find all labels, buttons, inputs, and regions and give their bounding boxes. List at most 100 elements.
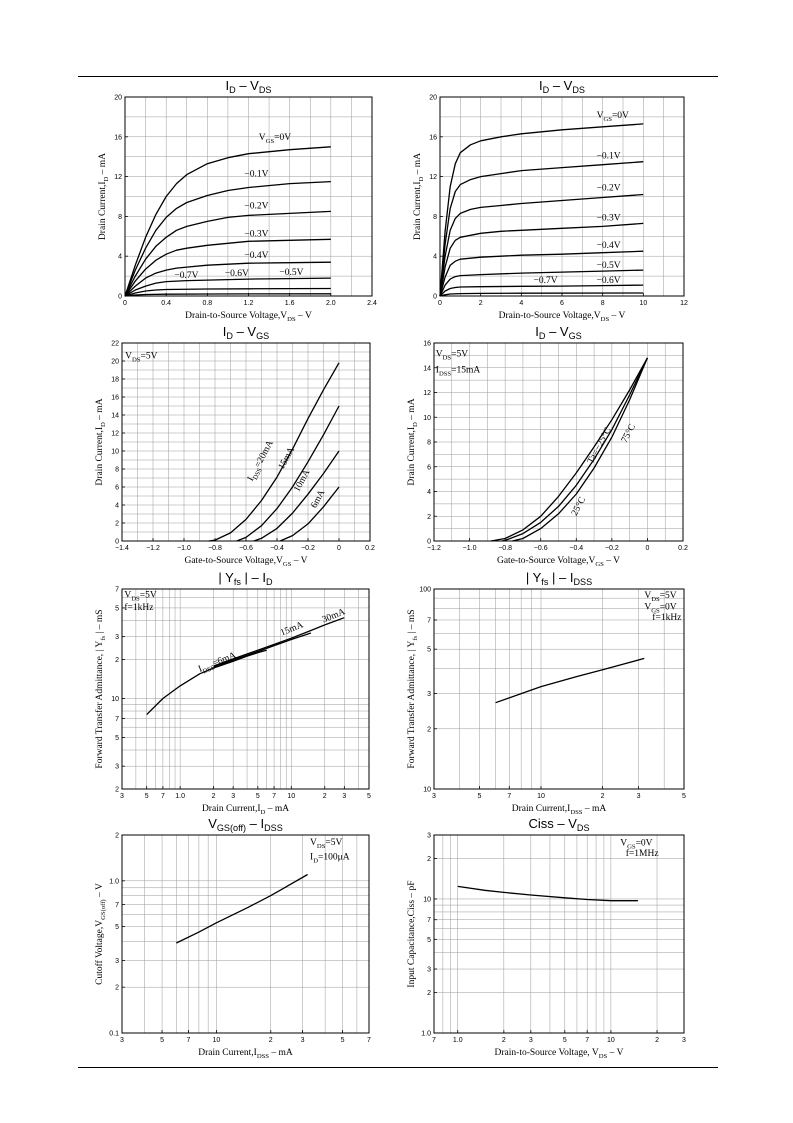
y-tick-label: 5 [115,605,119,612]
annotation-label: f=1kHz [124,602,153,613]
annotation-label: −0.2V [597,184,621,194]
chart-title: ID – VGS [223,324,269,341]
y-tick-label: 5 [427,647,431,654]
x-tick-label: 2.4 [367,300,377,307]
y-tick-label: 14 [111,413,119,420]
x-tick-label: 7 [367,1037,371,1044]
y-tick-label: 5 [115,735,119,742]
x-tick-label: 1.0 [453,1037,463,1044]
annotation-label: 6mA [310,488,328,510]
y-tick-label: 20 [114,95,122,102]
chart-title: VGS(off) – IDSS [208,816,283,833]
series-line-2 [213,632,312,668]
y-tick-label: 20 [429,95,437,102]
x-tick-label: 7 [585,1037,589,1044]
y-axis-label: Drain Current,ID – mA [98,153,110,240]
y-tick-label: 2 [115,833,119,840]
series-line-3 [512,357,648,542]
x-tick-label: 3 [120,1037,124,1044]
x-tick-label: 7 [186,1037,190,1044]
annotation-label: −0.4V [597,241,621,251]
chart-title: ID – VDS [539,78,585,95]
annotation-label: VDS=5V [436,350,468,362]
series-line-3 [253,450,340,542]
y-tick-label: 4 [118,254,122,261]
series-line-1 [208,362,340,542]
y-tick-label: 4 [433,254,437,261]
x-tick-label: 10 [537,793,545,800]
x-tick-label: 8 [601,300,605,307]
annotation-label: −0.7V [534,276,558,286]
series-line-8 [124,293,331,297]
chart-2: 0 2 4 6 8 10 12 0 4 8 12 16 20 ID – VDS Drain-to-Sourc… [413,78,688,323]
y-tick-label: 7 [115,587,119,594]
y-tick-label: 0 [115,539,119,546]
x-tick-label: −1.2 [146,545,160,552]
series-line-6 [439,269,644,297]
x-tick-label: 7 [432,1037,436,1044]
series-line-1 [176,873,308,944]
y-tick-label: 12 [114,174,122,181]
x-tick-label: −0.2 [301,545,315,552]
x-tick-label: 4 [519,300,523,307]
plot-frame [121,588,370,790]
y-tick-label: 0.1 [109,1031,119,1038]
x-tick-label: 5 [145,793,149,800]
annotation-label: VGS=0V [620,839,652,851]
x-tick-label: −0.4 [569,545,583,552]
y-tick-label: 7 [115,902,119,909]
series-line-7 [439,284,644,297]
annotation-label: VDS=5V [644,591,676,603]
bottom-rule [78,1067,718,1068]
y-tick-label: 2 [115,787,119,794]
y-axis-label: Forward Transfer Admittance, | Yfs | – m… [406,609,419,768]
annotation-label: VDS=5V [124,591,156,603]
y-tick-label: 16 [423,341,431,348]
x-tick-label: 3 [301,1037,305,1044]
y-tick-label: 16 [111,395,119,402]
y-tick-label: 7 [427,917,431,924]
y-tick-label: 7 [427,617,431,624]
y-tick-label: 10 [423,787,431,794]
y-tick-label: 12 [111,431,119,438]
annotation-label: −0.4V [244,251,268,261]
chart-4: −1.2 −1.0 −0.8 −0.6 −0.4 −0.2 0 0.2 0 2 4 6 8 10 12 14 1… [407,324,688,568]
y-tick-label: 3 [427,691,431,698]
annotation-label: −0.5V [597,261,621,271]
annotation-label: VGS=0V [597,111,629,123]
x-axis-label: Drain Current,IDSS – mA [512,804,607,816]
x-axis-label: Drain Current,ID – mA [202,804,289,816]
series-line-2 [439,161,644,297]
annotation-label: VDS=5V [310,838,342,850]
series-line-2 [124,180,331,297]
x-tick-label: 3 [682,1037,686,1044]
x-tick-label: 10 [287,793,295,800]
x-tick-label: 6 [560,300,564,307]
x-tick-label: 3 [432,793,436,800]
x-tick-label: 5 [367,793,371,800]
annotation-label: 15mA [277,446,297,472]
series-line-4 [439,222,644,297]
chart-title: ID – VGS [535,324,581,341]
annotation-label: IDSS=20mA [246,439,278,484]
x-axis-label: Drain-to-Source Voltage, VDS – V [495,1048,624,1060]
y-tick-label: 3 [115,764,119,771]
x-tick-label: 2 [655,1037,659,1044]
y-tick-label: 5 [427,937,431,944]
y-axis-label: Input Capacitance,Ciss – pF [407,880,417,987]
y-tick-label: 8 [118,214,122,221]
y-tick-label: 1.0 [109,878,119,885]
x-tick-label: 12 [680,300,688,307]
chart-title: Ciss – VDS [528,816,589,833]
x-axis-label: Drain Current,IDSS – mA [198,1048,293,1060]
x-tick-label: 10 [607,1037,615,1044]
y-tick-label: 3 [427,967,431,974]
annotation-label: IDSS=15mA [436,366,481,378]
series-line-8 [439,292,644,297]
series-line-4 [124,238,331,297]
annotation-label: −0.7V [174,271,198,281]
x-tick-label: 0.8 [202,300,212,307]
annotation-label: 75°C [619,422,638,445]
x-tick-label: −0.4 [270,545,284,552]
